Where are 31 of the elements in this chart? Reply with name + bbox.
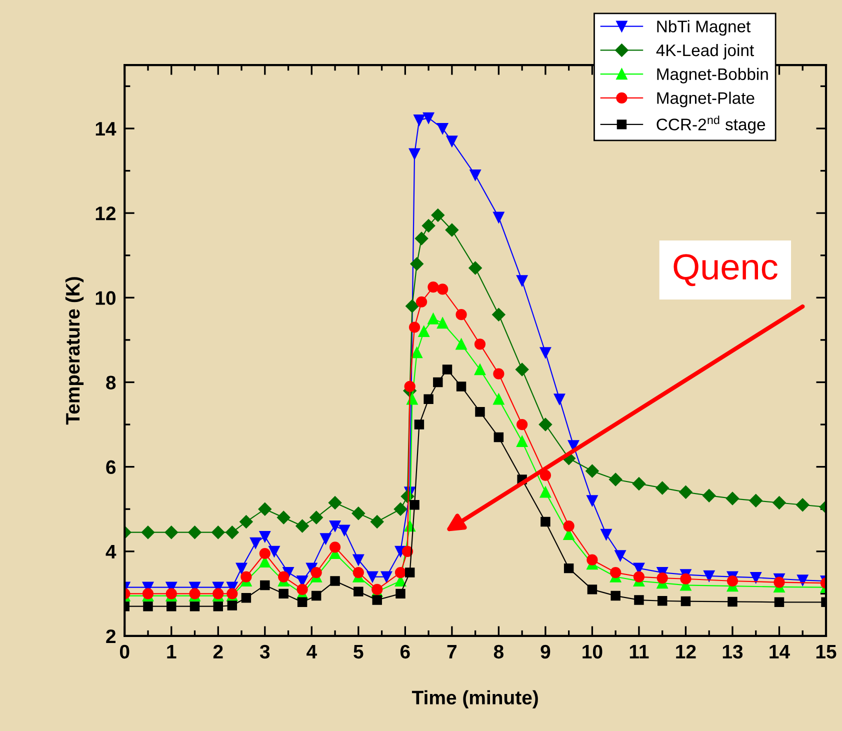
- x-tick-label: 8: [494, 644, 504, 659]
- y-tick-label: 2: [106, 629, 116, 644]
- y-axis-title: Temperature (K): [65, 277, 84, 425]
- legend-label: Magnet-Plate: [657, 92, 754, 108]
- y-tick-label: 14: [96, 122, 116, 136]
- x-tick-label: 11: [630, 645, 649, 658]
- annotation: Quenc: [674, 254, 778, 286]
- legend-label: Magnet-Bobbin: [657, 68, 768, 84]
- legend-label: 4K-Lead joint: [656, 44, 754, 60]
- x-tick-label: 12: [676, 644, 696, 658]
- x-tick-label: 9: [540, 644, 550, 659]
- x-tick-label: 10: [582, 644, 602, 659]
- x-tick-label: 6: [400, 644, 410, 659]
- x-axis-title: Time (minute): [412, 690, 538, 708]
- x-tick-label: 7: [447, 645, 456, 658]
- x-tick-label: 14: [770, 645, 790, 658]
- x-tick-label: 1: [167, 645, 176, 658]
- y-tick-label: 4: [106, 545, 116, 558]
- x-tick-label: 13: [722, 644, 743, 659]
- x-tick-label: 15: [816, 645, 836, 659]
- x-tick-label: 3: [260, 644, 270, 659]
- legend-label: NbTi Magnet: [657, 20, 751, 36]
- y-tick-label: 10: [96, 291, 116, 305]
- y-tick-label: 12: [96, 206, 116, 220]
- x-tick-label: 4: [306, 645, 317, 658]
- y-tick-label: 6: [106, 460, 116, 474]
- y-tick-label: 8: [106, 376, 116, 390]
- x-tick-label: 2: [213, 644, 223, 658]
- legend-label: CCR-2$^{nd}$ stage: [656, 116, 766, 134]
- x-tick-label: 0: [120, 644, 130, 659]
- x-tick-label: 5: [354, 645, 364, 659]
